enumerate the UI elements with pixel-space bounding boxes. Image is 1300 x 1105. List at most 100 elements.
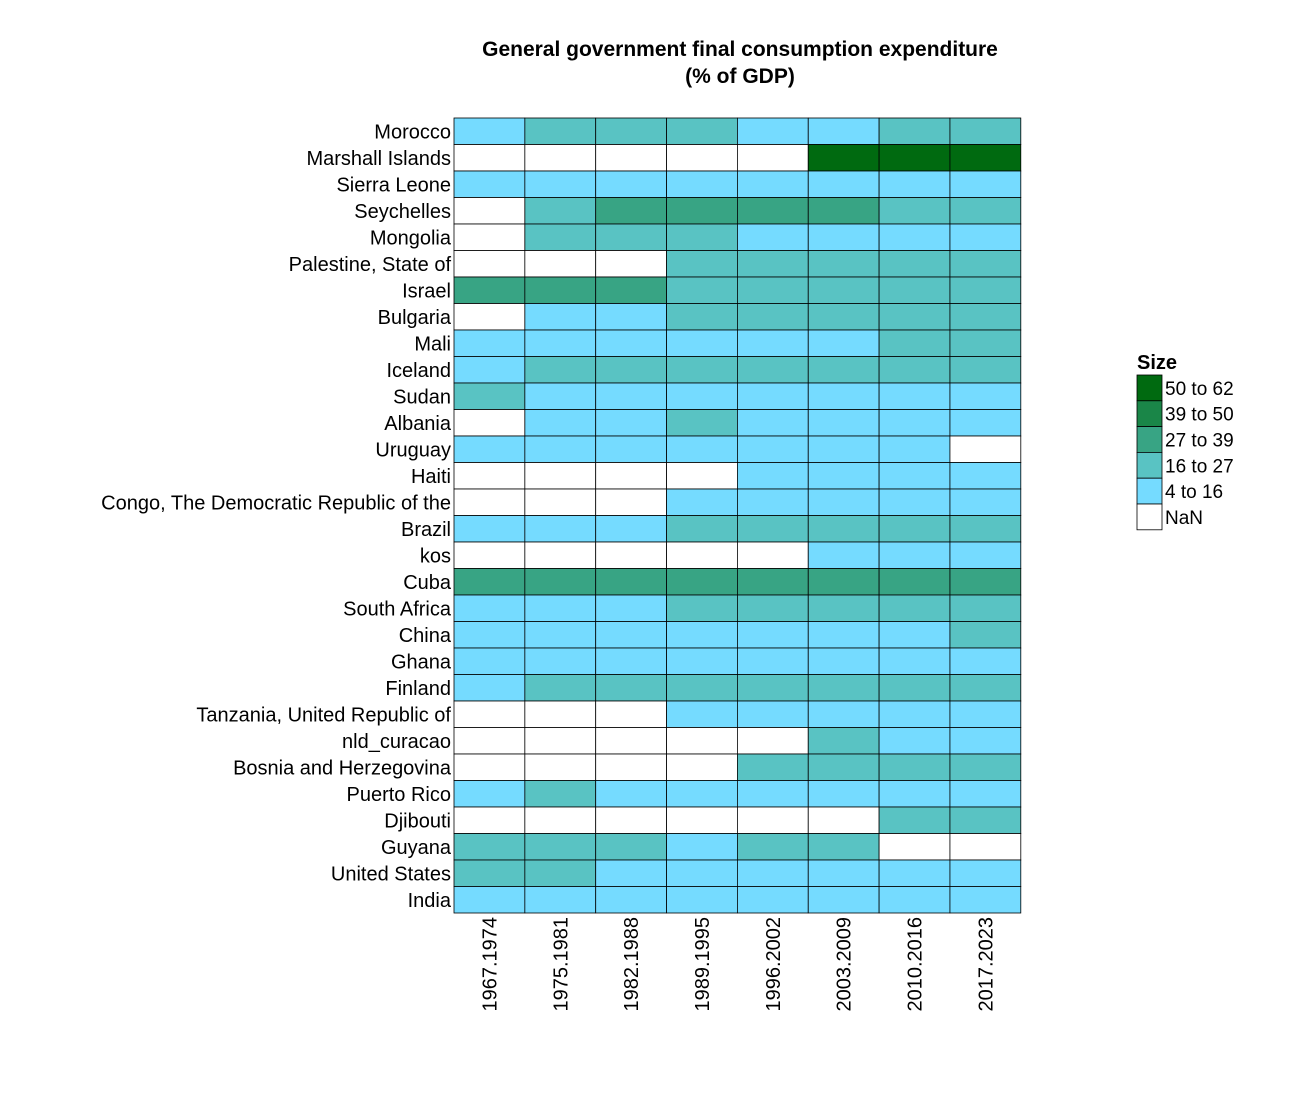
heatmap-cell-seychelles-1975-1981 <box>524 197 597 225</box>
heatmap-cell-haiti-1982-1988 <box>595 462 667 490</box>
row-label-cuba: Cuba <box>403 572 452 594</box>
heatmap-cell-finland-2010-2016 <box>878 674 951 702</box>
heatmap-cell-cuba-2003-2009 <box>807 568 880 596</box>
heatmap-cell-south-africa-1996-2002 <box>737 594 809 622</box>
heatmap-cell-seychelles-2003-2009 <box>807 197 880 225</box>
heatmap-cell-brazil-1975-1981 <box>524 515 597 543</box>
heatmap-cell-marshall-islands-2017-2023 <box>949 144 1022 172</box>
heatmap-cell-kos-2003-2009 <box>807 541 880 569</box>
heatmap-cell-uruguay-1982-1988 <box>595 435 667 463</box>
heatmap-cell-congo-the-democratic-republic-of-the-1967-1974 <box>453 488 526 516</box>
heatmap-cell-seychelles-1982-1988 <box>595 197 667 225</box>
heatmap-cell-bulgaria-2017-2023 <box>949 303 1022 331</box>
row-label-bulgaria: Bulgaria <box>378 307 452 329</box>
heatmap-cell-brazil-1989-1995 <box>666 515 738 543</box>
heatmap-cell-uruguay-1975-1981 <box>524 435 597 463</box>
heatmap-cell-puerto-rico-2010-2016 <box>878 780 951 808</box>
row-label-china: China <box>399 625 452 647</box>
row-label-seychelles: Seychelles <box>354 201 451 223</box>
heatmap-cell-bulgaria-1989-1995 <box>666 303 738 331</box>
heatmap-cell-iceland-2003-2009 <box>807 356 880 384</box>
heatmap-cell-puerto-rico-1975-1981 <box>524 780 597 808</box>
column-label-2017-2023: 2017.2023 <box>975 917 997 1012</box>
heatmap-cell-united-states-2010-2016 <box>878 859 951 887</box>
heatmap-cell-albania-1975-1981 <box>524 409 597 437</box>
heatmap-cell-guyana-2003-2009 <box>807 833 880 861</box>
heatmap-cell-iceland-2017-2023 <box>949 356 1022 384</box>
heatmap-cell-uruguay-1989-1995 <box>666 435 738 463</box>
heatmap-cell-bulgaria-1967-1974 <box>453 303 526 331</box>
row-label-sudan: Sudan <box>393 386 451 408</box>
legend-label-27-to-39: 27 to 39 <box>1165 431 1234 452</box>
heatmap-cell-marshall-islands-2003-2009 <box>807 144 880 172</box>
heatmap-cell-haiti-2010-2016 <box>878 462 951 490</box>
heatmap-cell-bosnia-and-herzegovina-1989-1995 <box>666 753 738 781</box>
heatmap-cell-tanzania-united-republic-of-2010-2016 <box>878 700 951 728</box>
heatmap-cell-south-africa-1967-1974 <box>453 594 526 622</box>
heatmap-cell-south-africa-2003-2009 <box>807 594 880 622</box>
heatmap-cell-haiti-1996-2002 <box>737 462 809 490</box>
heatmap-cell-djibouti-1967-1974 <box>453 806 526 834</box>
heatmap-cell-bosnia-and-herzegovina-1996-2002 <box>737 753 809 781</box>
heatmap-cell-sierra-leone-1975-1981 <box>524 170 597 198</box>
heatmap-cell-sierra-leone-2003-2009 <box>807 170 880 198</box>
heatmap-cell-nld-curacao-1975-1981 <box>524 727 597 755</box>
heatmap-cell-haiti-2003-2009 <box>807 462 880 490</box>
legend-swatch-27-to-39 <box>1136 426 1163 453</box>
heatmap-cell-mongolia-1975-1981 <box>524 223 597 251</box>
heatmap-cell-india-2017-2023 <box>949 886 1022 914</box>
heatmap-cell-marshall-islands-1996-2002 <box>737 144 809 172</box>
heatmap-cell-bulgaria-2010-2016 <box>878 303 951 331</box>
heatmap-cell-mongolia-1996-2002 <box>737 223 809 251</box>
row-label-finland: Finland <box>385 678 451 700</box>
row-label-nld-curacao: nld_curacao <box>342 731 451 753</box>
heatmap-cell-kos-1996-2002 <box>737 541 809 569</box>
legend-swatch-nan <box>1136 503 1163 531</box>
heatmap-cell-iceland-1989-1995 <box>666 356 738 384</box>
row-label-bosnia-and-herzegovina: Bosnia and Herzegovina <box>233 757 452 779</box>
row-label-puerto-rico: Puerto Rico <box>347 784 452 806</box>
column-label-1975-1981: 1975.1981 <box>550 917 572 1012</box>
heatmap-cell-congo-the-democratic-republic-of-the-1989-1995 <box>666 488 738 516</box>
heatmap-cell-seychelles-1967-1974 <box>453 197 526 225</box>
row-label-india: India <box>408 890 452 912</box>
legend-title: Size <box>1137 352 1177 374</box>
heatmap-cell-india-1975-1981 <box>524 886 597 914</box>
heatmap-cell-iceland-1975-1981 <box>524 356 597 384</box>
heatmap-cell-ghana-1975-1981 <box>524 647 597 675</box>
heatmap-cell-iceland-2010-2016 <box>878 356 951 384</box>
row-label-mali: Mali <box>414 333 451 355</box>
heatmap-cell-sudan-1975-1981 <box>524 382 597 410</box>
heatmap-cell-united-states-1982-1988 <box>595 859 667 887</box>
heatmap-cell-uruguay-1967-1974 <box>453 435 526 463</box>
heatmap-cell-palestine-state-of-2003-2009 <box>807 250 880 278</box>
heatmap-cell-india-1967-1974 <box>453 886 526 914</box>
heatmap-cell-congo-the-democratic-republic-of-the-2003-2009 <box>807 488 880 516</box>
heatmap-cell-bulgaria-1996-2002 <box>737 303 809 331</box>
heatmap-cell-palestine-state-of-2010-2016 <box>878 250 951 278</box>
heatmap-cell-puerto-rico-1989-1995 <box>666 780 738 808</box>
heatmap-cell-guyana-1967-1974 <box>453 833 526 861</box>
legend-label-50-to-62: 50 to 62 <box>1165 379 1234 400</box>
heatmap-cell-india-2010-2016 <box>878 886 951 914</box>
heatmap-cell-mongolia-2010-2016 <box>878 223 951 251</box>
column-label-1989-1995: 1989.1995 <box>692 917 714 1012</box>
heatmap-cell-guyana-1989-1995 <box>666 833 738 861</box>
heatmap-cell-israel-1996-2002 <box>737 276 809 304</box>
chart-title: General government final consumption exp… <box>482 38 998 88</box>
heatmap-cell-israel-1989-1995 <box>666 276 738 304</box>
legend-label-4-to-16: 4 to 16 <box>1165 482 1223 503</box>
heatmap-cell-united-states-1975-1981 <box>524 859 597 887</box>
row-label-kos: kos <box>420 545 451 567</box>
heatmap-cell-iceland-1982-1988 <box>595 356 667 384</box>
heatmap-cell-sudan-1996-2002 <box>737 382 809 410</box>
heatmap-cell-marshall-islands-1975-1981 <box>524 144 597 172</box>
heatmap-cell-marshall-islands-1967-1974 <box>453 144 526 172</box>
heatmap-cell-haiti-1975-1981 <box>524 462 597 490</box>
heatmap-cell-seychelles-1996-2002 <box>737 197 809 225</box>
heatmap-cell-china-1967-1974 <box>453 621 526 649</box>
heatmap-cell-south-africa-1982-1988 <box>595 594 667 622</box>
heatmap-cell-israel-2017-2023 <box>949 276 1022 304</box>
heatmap-cell-seychelles-2010-2016 <box>878 197 951 225</box>
